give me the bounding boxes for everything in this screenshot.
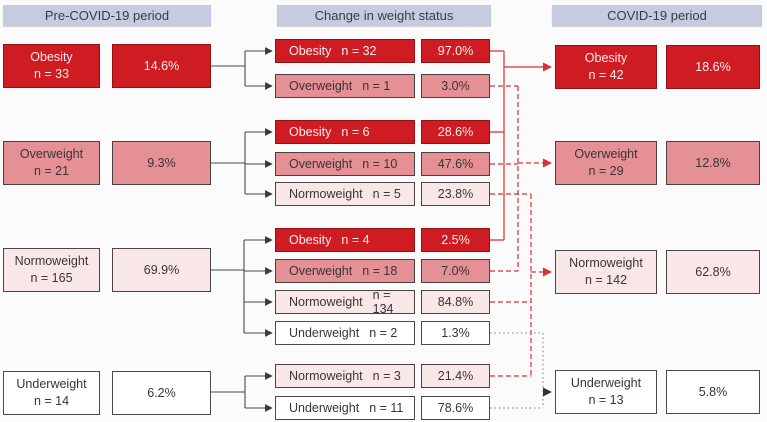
- pre-normoweight-pct: 69.9%: [112, 248, 211, 292]
- transition-pct: 1.3%: [421, 321, 490, 345]
- transition-box: Overweight n = 10: [275, 152, 415, 176]
- count-label: n = 1: [362, 79, 391, 93]
- covid-overweight-box: Overweight n = 29: [555, 141, 657, 185]
- transition-box: Obesity n = 32: [275, 39, 415, 63]
- pre-normoweight-box: Normoweight n = 165: [3, 248, 100, 292]
- pre-underweight-pct: 6.2%: [112, 371, 211, 415]
- transition-box: Obesity n = 6: [275, 120, 415, 144]
- count-label: n = 2: [369, 326, 398, 340]
- category-label: Normoweight: [569, 256, 643, 271]
- transition-box: Overweight n = 18: [275, 259, 415, 283]
- pre-obesity-box: Obesity n = 33: [3, 44, 100, 88]
- header-covid: COVID-19 period: [552, 5, 762, 26]
- transition-box: Obesity n = 4: [275, 228, 415, 252]
- transition-pct: 84.8%: [421, 290, 490, 314]
- transition-box: Overweight n = 1: [275, 74, 415, 98]
- pre-overweight-box: Overweight n = 21: [3, 141, 100, 185]
- header-pre-covid: Pre-COVID-19 period: [3, 5, 211, 26]
- pre-underweight-box: Underweight n = 14: [3, 371, 100, 415]
- transition-box: Underweight n = 2: [275, 321, 415, 345]
- category-label: Normoweight: [289, 295, 363, 309]
- count-label: n = 4: [341, 233, 370, 247]
- category-label: Underweight: [289, 401, 360, 415]
- covid-obesity-box: Obesity n = 42: [555, 45, 657, 89]
- category-label: Obesity: [289, 233, 332, 247]
- category-label: Overweight: [574, 147, 638, 162]
- count-label: n = 165: [30, 271, 73, 285]
- category-label: Obesity: [289, 125, 332, 139]
- category-label: Overweight: [19, 147, 84, 162]
- count-label: n = 13: [588, 393, 624, 407]
- category-label: Obesity: [289, 44, 332, 58]
- covid-overweight-pct: 12.8%: [666, 141, 760, 185]
- category-label: Underweight: [570, 376, 642, 391]
- category-label: Obesity: [30, 50, 73, 65]
- category-label: Underweight: [289, 326, 360, 340]
- count-label: n = 6: [341, 125, 370, 139]
- category-label: Underweight: [16, 377, 87, 392]
- count-label: n = 134: [372, 288, 394, 316]
- covid-obesity-pct: 18.6%: [666, 45, 760, 89]
- count-label: n = 5: [372, 187, 401, 201]
- count-label: n = 33: [33, 67, 70, 81]
- covid-normoweight-box: Normoweight n = 142: [555, 250, 657, 294]
- category-label: Normoweight: [14, 254, 89, 269]
- category-label: Normoweight: [289, 369, 363, 383]
- transition-box: Underweight n = 11: [275, 396, 415, 420]
- category-label: Normoweight: [289, 187, 363, 201]
- pre-obesity-pct: 14.6%: [112, 44, 211, 88]
- count-label: n = 42: [588, 68, 624, 82]
- count-label: n = 18: [362, 264, 398, 278]
- category-label: Obesity: [584, 51, 628, 66]
- transition-pct: 3.0%: [421, 74, 490, 98]
- transition-pct: 21.4%: [421, 364, 490, 388]
- pre-overweight-pct: 9.3%: [112, 141, 211, 185]
- header-change: Change in weight status: [277, 5, 491, 26]
- transition-pct: 23.8%: [421, 182, 490, 206]
- count-label: n = 10: [362, 157, 398, 171]
- count-label: n = 32: [341, 44, 377, 58]
- category-label: Overweight: [289, 157, 353, 171]
- covid-underweight-box: Underweight n = 13: [555, 370, 657, 414]
- transition-pct: 7.0%: [421, 259, 490, 283]
- covid-underweight-pct: 5.8%: [666, 370, 760, 414]
- count-label: n = 21: [33, 164, 70, 178]
- transition-pct: 78.6%: [421, 396, 490, 420]
- count-label: n = 14: [33, 394, 70, 408]
- count-label: n = 29: [588, 164, 624, 178]
- count-label: n = 142: [584, 273, 628, 287]
- transition-box: Normoweight n = 3: [275, 364, 415, 388]
- count-label: n = 11: [369, 401, 404, 415]
- transition-pct: 2.5%: [421, 228, 490, 252]
- category-label: Overweight: [289, 264, 353, 278]
- transition-box: Normoweight n = 134: [275, 288, 415, 316]
- transition-pct: 47.6%: [421, 152, 490, 176]
- transition-pct: 97.0%: [421, 39, 490, 63]
- transition-pct: 28.6%: [421, 120, 490, 144]
- category-label: Overweight: [289, 79, 353, 93]
- covid-normoweight-pct: 62.8%: [666, 250, 760, 294]
- transition-box: Normoweight n = 5: [275, 182, 415, 206]
- count-label: n = 3: [372, 369, 401, 383]
